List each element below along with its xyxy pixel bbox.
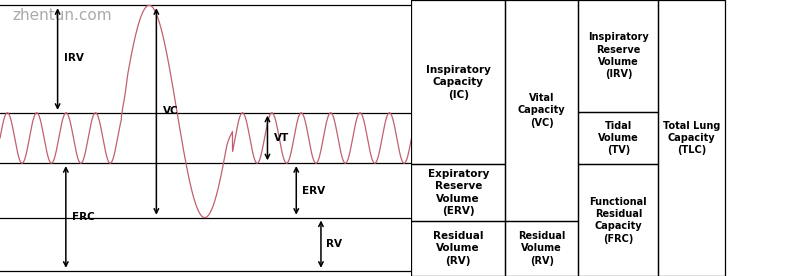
- Text: Inspiratory
Reserve
Volume
(IRV): Inspiratory Reserve Volume (IRV): [588, 32, 649, 79]
- Bar: [411, 221, 505, 276]
- Bar: [505, 0, 578, 221]
- Text: Inspiratory
Capacity
(IC): Inspiratory Capacity (IC): [426, 65, 491, 100]
- Text: Tidal
Volume
(TV): Tidal Volume (TV): [598, 121, 639, 155]
- Text: Total Lung
Capacity
(TLC): Total Lung Capacity (TLC): [663, 121, 720, 155]
- Text: RV: RV: [326, 239, 342, 249]
- Text: ERV: ERV: [303, 185, 325, 196]
- Bar: [658, 0, 725, 276]
- Text: zhentun.com: zhentun.com: [12, 8, 112, 23]
- Text: Functional
Residual
Capacity
(FRC): Functional Residual Capacity (FRC): [590, 197, 647, 244]
- Text: Expiratory
Reserve
Volume
(ERV): Expiratory Reserve Volume (ERV): [427, 169, 489, 216]
- Text: VT: VT: [273, 133, 289, 143]
- Bar: [578, 164, 658, 276]
- Bar: [578, 112, 658, 164]
- Text: Vital
Capacity
(VC): Vital Capacity (VC): [518, 93, 566, 128]
- Bar: [578, 0, 658, 112]
- Text: FRC: FRC: [72, 212, 95, 222]
- Text: VC: VC: [162, 107, 178, 116]
- Text: Residual
Volume
(RV): Residual Volume (RV): [433, 231, 483, 266]
- Text: Residual
Volume
(RV): Residual Volume (RV): [518, 231, 566, 266]
- Bar: [411, 0, 505, 164]
- Text: IRV: IRV: [64, 53, 84, 63]
- Bar: [411, 164, 505, 221]
- Bar: [505, 221, 578, 276]
